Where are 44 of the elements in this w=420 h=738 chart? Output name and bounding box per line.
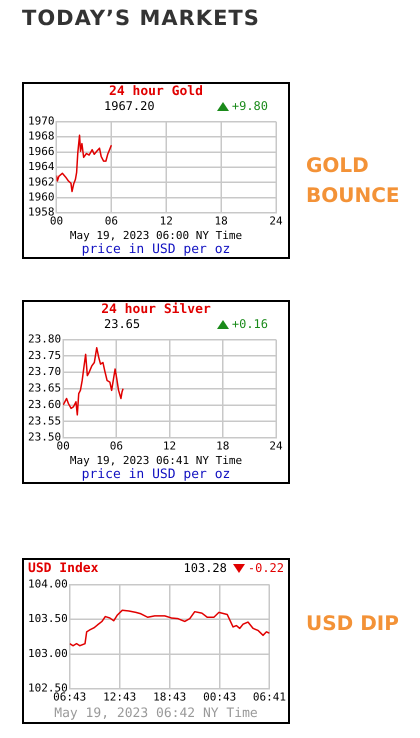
chart-subtitle: 23.65 [104, 317, 140, 331]
y-tick-label: 23.75 [28, 348, 62, 362]
text: USD DIP [306, 610, 400, 637]
y-tick-label: 23.55 [28, 414, 62, 428]
x-tick-label: 06 [104, 214, 118, 228]
y-tick-label: 1960 [28, 190, 54, 204]
text: +0.16 [232, 317, 268, 331]
chart-title: 24 hour Silver [100, 302, 212, 317]
y-tick-label: 23.60 [28, 398, 62, 411]
text: TODAY’S MARKETS [22, 6, 260, 30]
x-tick-label: 12 [160, 214, 173, 228]
y-tick-label: 23.70 [28, 365, 62, 378]
y-tick-label: 1968 [28, 130, 54, 143]
x-tick-label: 06 [110, 439, 123, 452]
y-tick-label: 104.00 [28, 577, 68, 590]
chart-subtitle: 103.28 [184, 560, 227, 576]
y-tick-label: 103.00 [28, 646, 68, 660]
text: price in USD per oz [80, 467, 232, 482]
y-tick-label: 1966 [28, 144, 54, 158]
x-axis-title: May 19, 2023 06:42 NY Time [53, 706, 259, 722]
x-axis-title: May 19, 2023 06:41 NY Time [68, 454, 244, 467]
text: price in USD per oz [80, 242, 232, 257]
x-tick-label: 18 [216, 439, 230, 452]
y-tick-label: 1962 [28, 175, 54, 188]
text: -0.22 [248, 560, 284, 576]
x-tick-label: 12 [162, 439, 176, 452]
text: GOLD BOUNCE [306, 152, 401, 209]
x-tick-label: 18 [214, 214, 228, 228]
y-tick-label: 103.50 [28, 612, 68, 626]
y-tick-label: 1970 [28, 114, 54, 128]
text: +9.80 [232, 99, 268, 113]
x-tick-label: 00:43 [203, 690, 236, 704]
chart-subtitle: 1967.20 [104, 99, 155, 113]
x-tick-label: 24 [269, 439, 283, 452]
x-tick-label: 24 [269, 214, 283, 228]
x-tick-label: 18:43 [153, 690, 186, 704]
chart-title: USD Index [28, 560, 100, 576]
x-axis-title: May 19, 2023 06:00 NY Time [68, 229, 244, 242]
y-tick-label: 23.80 [28, 332, 62, 346]
y-tick-label: 1964 [28, 160, 55, 174]
x-tick-label: 12:43 [103, 690, 136, 704]
y-tick-label: 23.65 [28, 382, 62, 395]
chart-title: 24 hour Gold [108, 84, 204, 99]
x-tick-label: 06:41 [252, 690, 286, 704]
